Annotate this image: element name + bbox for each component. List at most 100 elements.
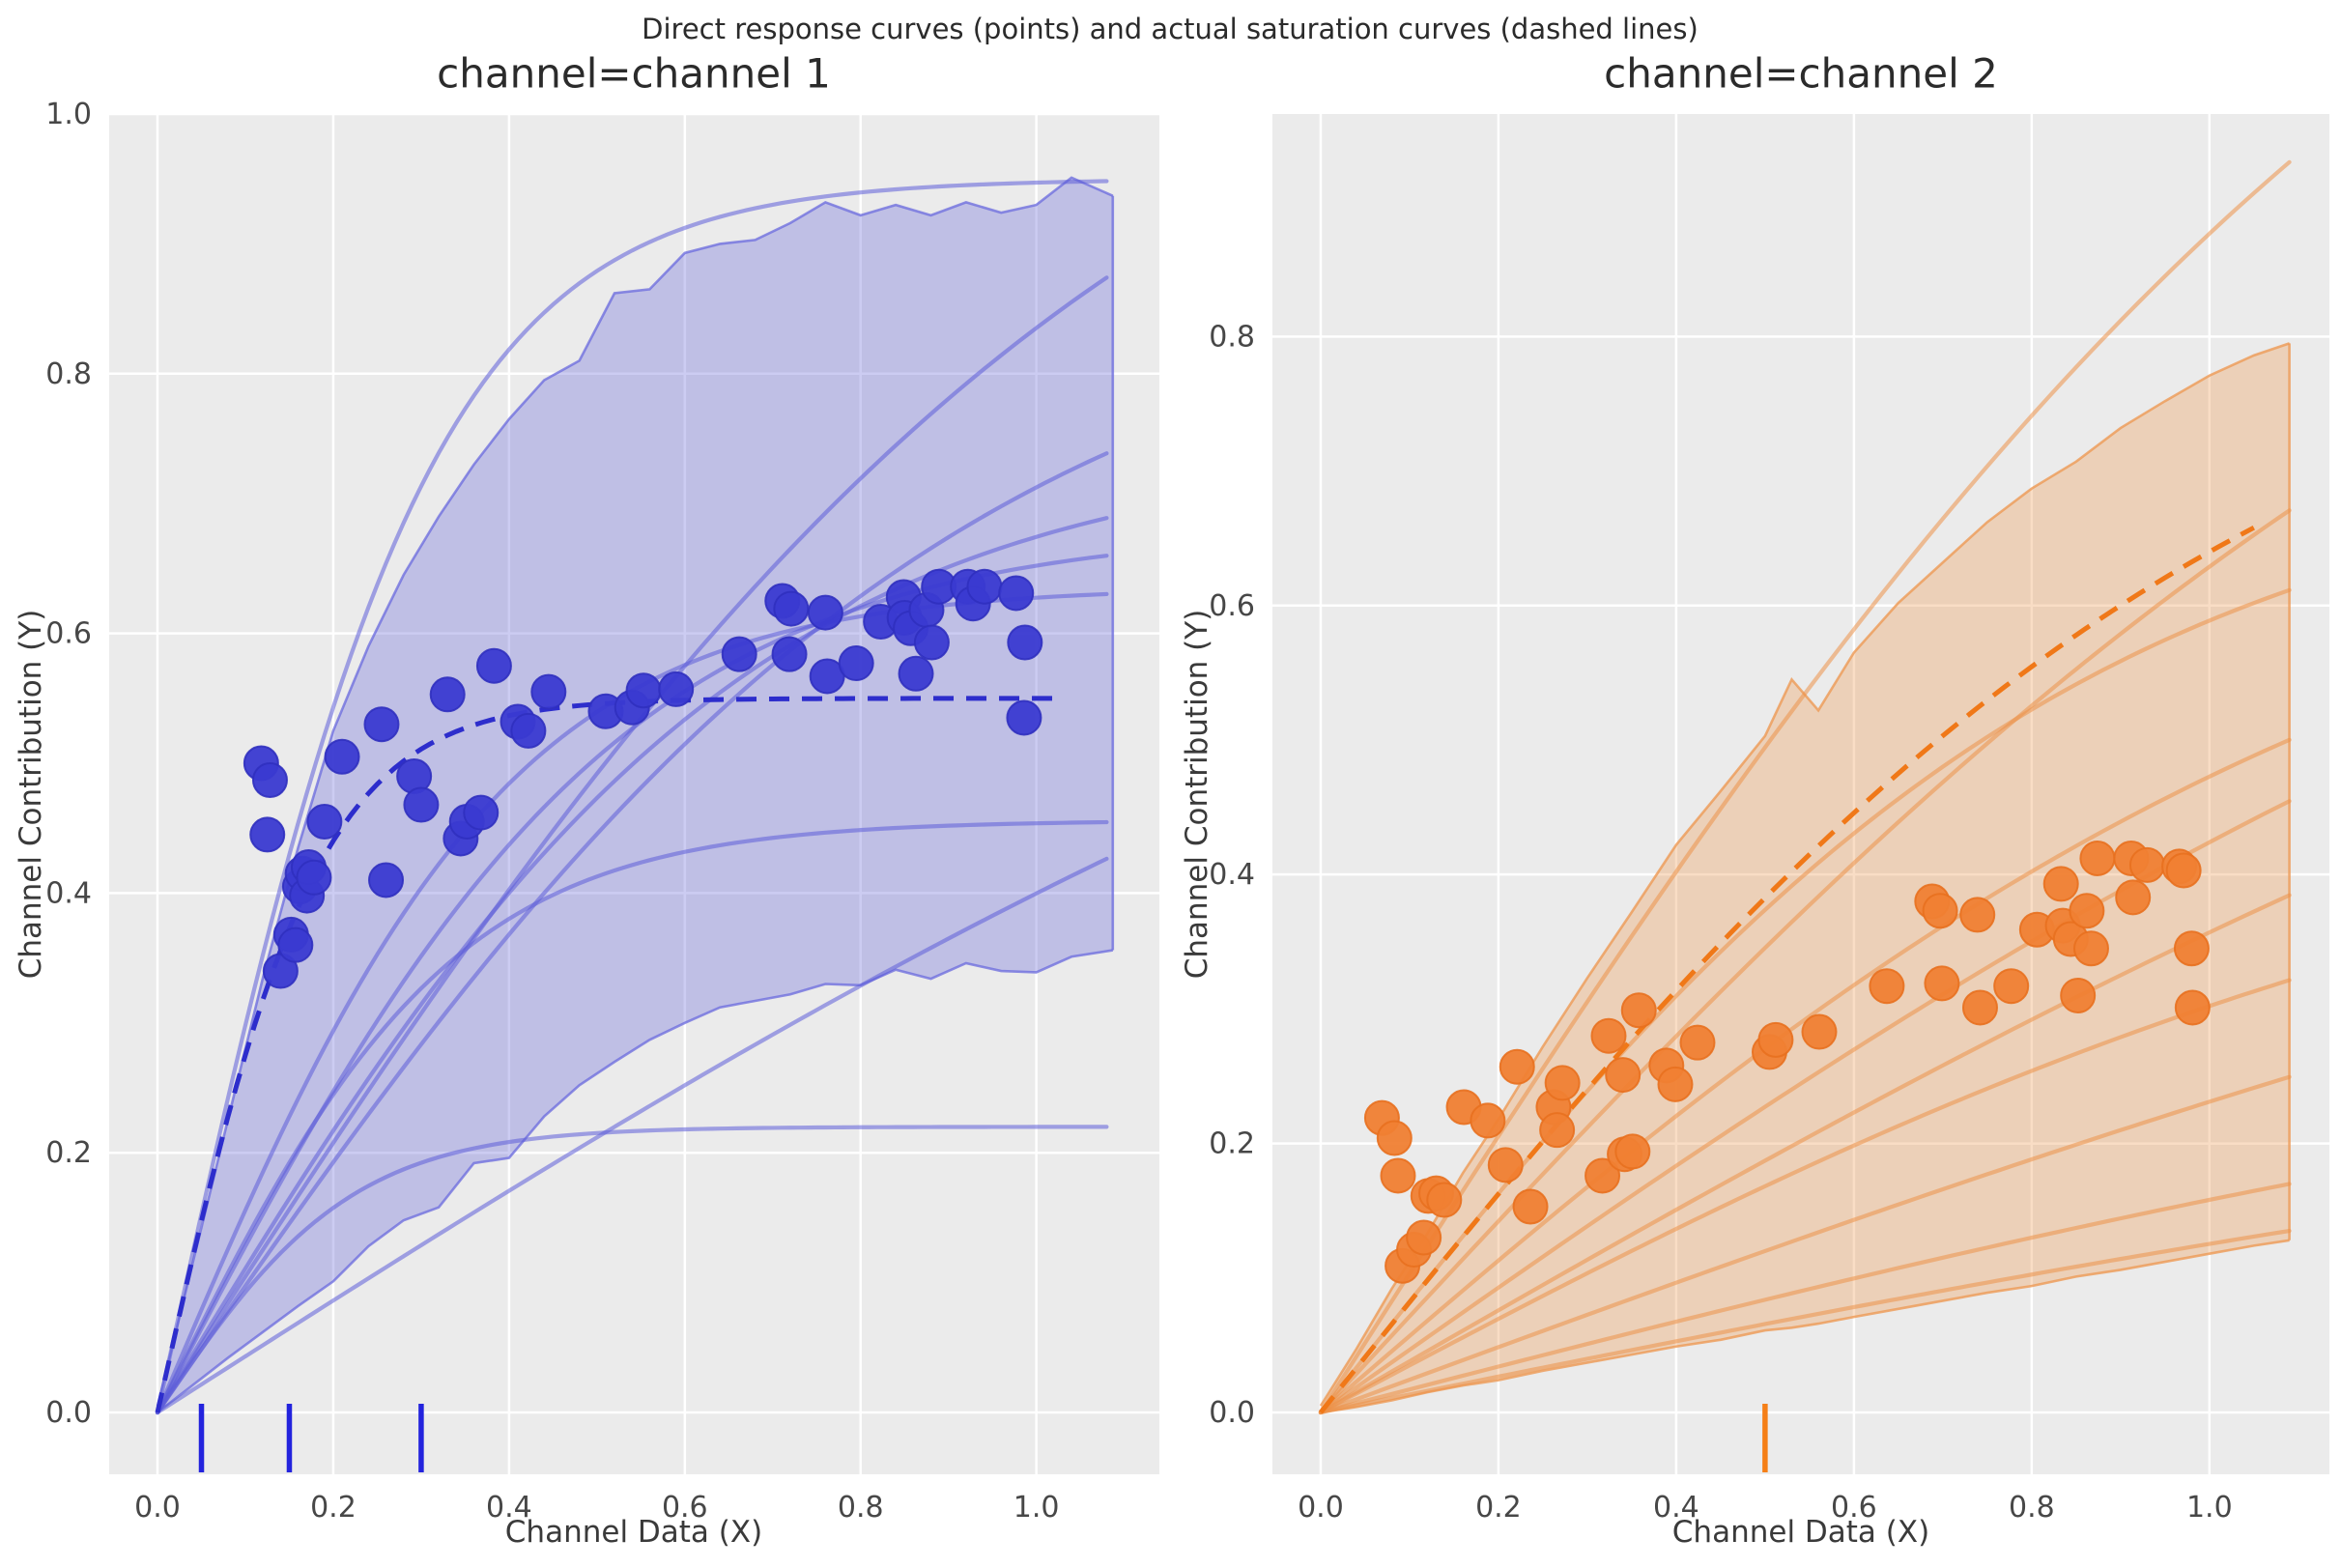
y-tick-label: 0.6	[1209, 589, 1255, 623]
scatter-point	[368, 862, 405, 898]
scatter-point	[1657, 1066, 1694, 1102]
x-tick-label: 1.0	[1013, 1491, 1060, 1525]
scatter-point	[625, 672, 662, 709]
scatter-point	[510, 712, 547, 749]
y-tick-label: 0.4	[1209, 858, 1255, 892]
band-upper-edge	[156, 176, 1114, 1407]
y-tick-label: 0.8	[45, 357, 92, 391]
scatter-point	[429, 676, 466, 713]
scatter-point	[296, 859, 332, 896]
y-axis-label-channel-1: Channel Contribution (Y)	[14, 609, 48, 980]
plot-area	[1318, 159, 2292, 1415]
sample-curve	[1318, 508, 2292, 1415]
y-tick-label: 0.0	[45, 1396, 92, 1430]
scatter-point	[2115, 879, 2152, 916]
scatter-point	[1544, 1065, 1581, 1101]
scatter-point	[2072, 930, 2109, 967]
scatter-point	[838, 645, 874, 682]
scatter-point	[475, 647, 512, 684]
scatter-point	[2079, 840, 2116, 876]
scatter-point	[1924, 965, 1960, 1002]
dashed-saturation-curve	[1319, 526, 2255, 1414]
y-tick-label: 0.0	[1209, 1396, 1255, 1430]
x-tick-label: 0.0	[1298, 1491, 1344, 1525]
subplot-1: 0.0 0.2 0.4 0.6 0.8 1.0 0.0 0.2 0.4 0.6 0.8 1.0	[45, 98, 1159, 1525]
scatter-point	[1584, 1157, 1621, 1194]
scatter-point	[277, 927, 314, 963]
sample-curve	[155, 819, 1109, 1415]
x-tick-label: 0.2	[1475, 1491, 1522, 1525]
sample-curve	[1318, 1228, 2292, 1415]
scatter-point	[1869, 968, 1905, 1005]
sample-curve	[1318, 1074, 2292, 1415]
scatter-point	[1539, 1112, 1576, 1149]
sample-curve	[155, 516, 1109, 1415]
scatter-point	[1620, 992, 1657, 1029]
scatter-point	[1512, 1188, 1549, 1225]
scatter-point	[251, 761, 288, 798]
scatter-point	[463, 794, 500, 831]
scatter-point	[1679, 1024, 1716, 1061]
subplot-2: 0.0 0.2 0.4 0.6 0.8 1.0 0.0 0.2 0.4 0.6 0.8	[1209, 114, 2329, 1525]
scatter-point	[1993, 968, 2030, 1005]
band-upper-edge	[1319, 342, 2291, 1407]
scatter-point	[403, 786, 440, 823]
scatter-point	[1959, 897, 1996, 933]
sample-curve	[1318, 893, 2292, 1415]
scatter-point	[2173, 930, 2210, 967]
sample-curve	[155, 451, 1109, 1415]
scatter-point	[2060, 977, 2097, 1013]
x-tick-label: 0.8	[838, 1491, 884, 1525]
x-tick-label: 1.0	[2186, 1491, 2233, 1525]
y-axis-label-channel-2: Channel Contribution (Y)	[1180, 609, 1214, 980]
sample-curve	[155, 856, 1109, 1415]
x-tick-label: 0.8	[2009, 1491, 2055, 1525]
axes-background	[1272, 114, 2329, 1474]
scatter-point	[998, 575, 1035, 612]
plot-area	[155, 176, 1115, 1415]
scatter-point	[1376, 1120, 1413, 1156]
sample-curve	[1318, 737, 2292, 1415]
scatter-point	[249, 816, 286, 853]
scatter-point	[2069, 893, 2105, 929]
scatter-point	[913, 624, 950, 661]
subplot-title-channel-1: channel=channel 1	[437, 49, 831, 98]
scatter-point	[1007, 624, 1043, 661]
scatter-point	[1499, 1048, 1535, 1085]
scatter-point	[306, 803, 343, 840]
y-tick-label: 1.0	[45, 98, 92, 131]
scatter-point	[1470, 1102, 1506, 1139]
scatter-point	[1801, 1013, 1838, 1050]
subplot-title-channel-2: channel=channel 2	[1604, 49, 1998, 98]
sample-curve	[155, 179, 1109, 1415]
x-axis-label-channel-1: Channel Data (X)	[504, 1515, 763, 1550]
x-tick-label: 0.2	[310, 1491, 357, 1525]
scatter-point	[771, 636, 808, 672]
scatter-point	[1614, 1133, 1651, 1170]
y-tick-label: 0.6	[45, 617, 92, 651]
sample-curve	[1318, 159, 2292, 1415]
scatter-point	[721, 636, 757, 672]
scatter-point	[2042, 866, 2079, 902]
x-tick-label: 0.6	[1831, 1491, 1877, 1525]
scatter-point	[363, 706, 400, 743]
scatter-point	[898, 655, 934, 692]
sample-curve	[155, 1125, 1109, 1415]
figure-suptitle: Direct response curves (points) and actu…	[642, 13, 1699, 45]
scatter-point	[966, 568, 1003, 605]
y-tick-label: 0.2	[1209, 1127, 1255, 1161]
scatter-point	[1605, 1057, 1642, 1094]
sample-curve	[1318, 587, 2292, 1415]
sample-curve	[1318, 1182, 2292, 1415]
x-tick-label: 0.4	[486, 1491, 532, 1525]
scatter-point	[1487, 1147, 1524, 1183]
x-tick-label: 0.0	[134, 1491, 181, 1525]
scatter-point	[1757, 1021, 1794, 1058]
scatter-point	[2128, 846, 2165, 883]
scatter-point	[773, 590, 810, 627]
sample-curve	[1318, 978, 2292, 1415]
scatter-point	[2174, 989, 2211, 1026]
x-tick-label: 0.6	[662, 1491, 708, 1525]
